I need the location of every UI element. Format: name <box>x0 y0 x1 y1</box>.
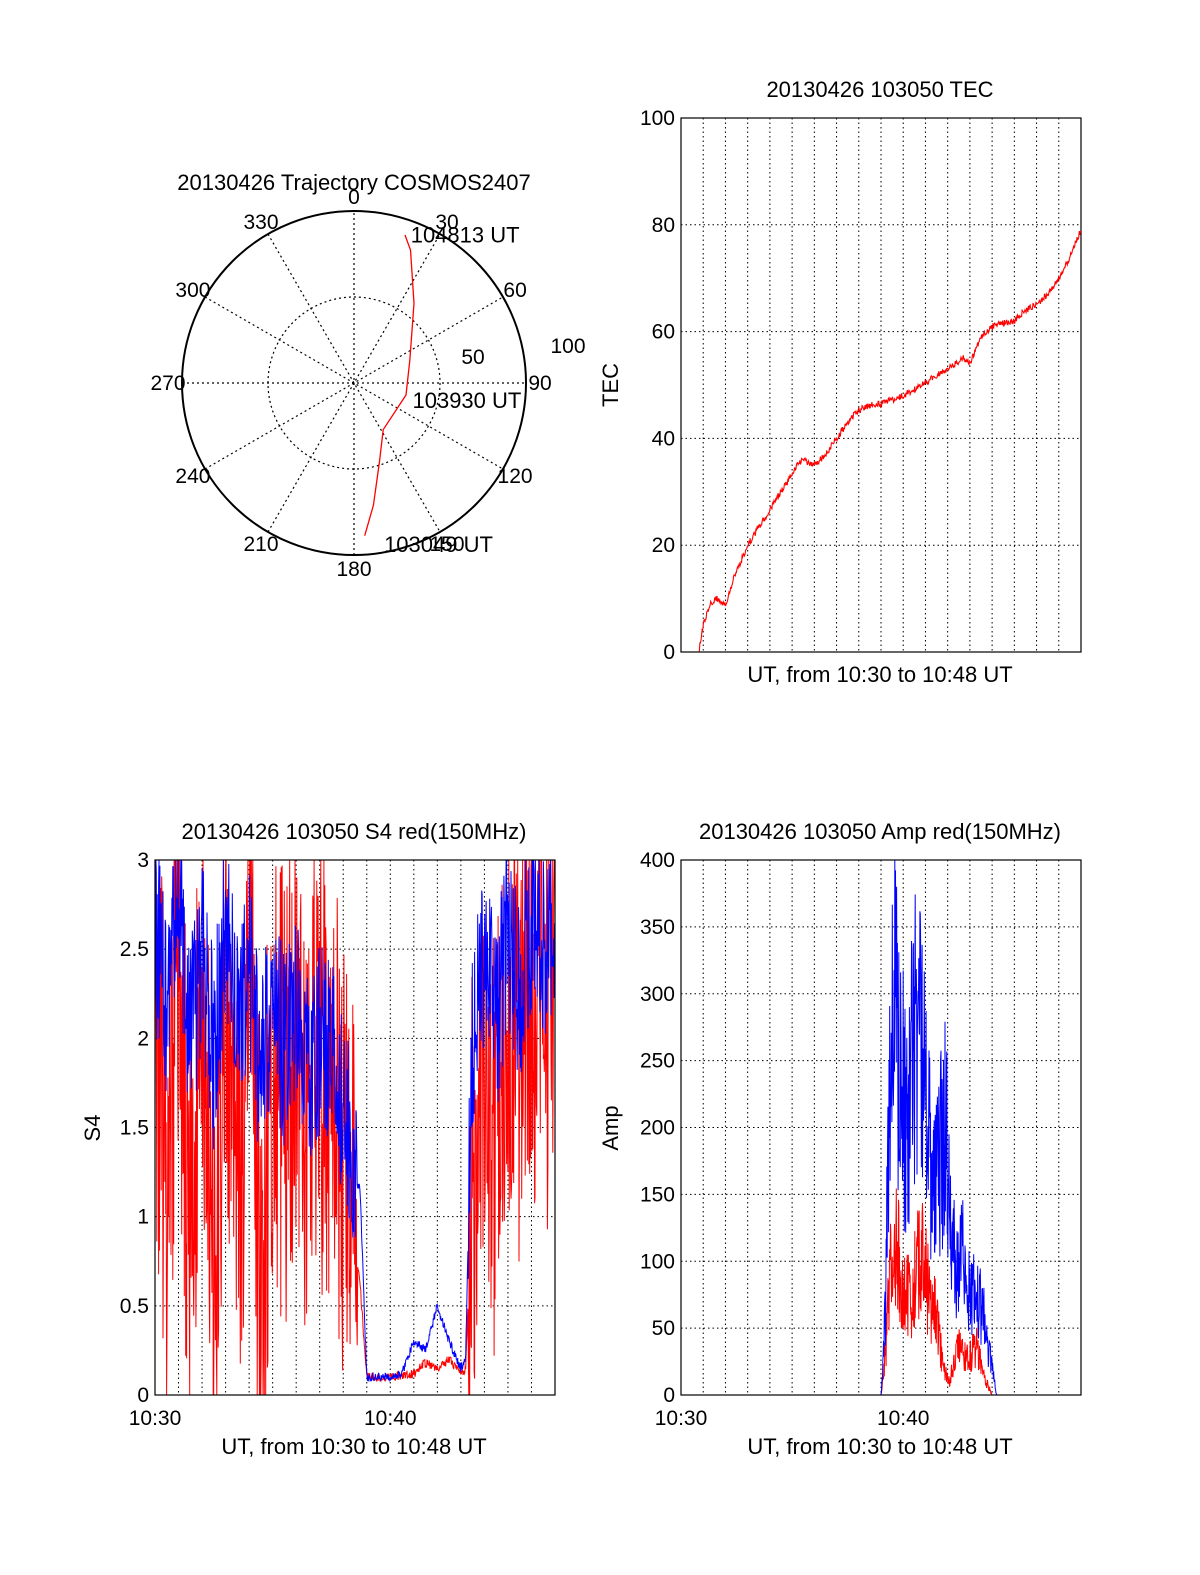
ytick-label: 150 <box>640 1183 675 1206</box>
ytick-label: 2.5 <box>120 938 149 961</box>
ytick-label: 0 <box>663 1384 675 1407</box>
amp-axes-box <box>680 859 1082 1396</box>
trajectory-annotations: 104813 UT 103930 UT 103049 UT <box>384 223 521 558</box>
tec-xlabel: UT, from 10:30 to 10:48 UT <box>747 662 1012 687</box>
amp-plot: 20130426 103050 Amp red(150MHz) 0 50 100 15… <box>598 819 1082 1459</box>
azimuth-labels: 0 30 60 90 120 150 180 210 240 270 300 330 <box>150 186 551 581</box>
s4-axes-box <box>154 859 556 1396</box>
radial-gridlines <box>182 211 526 555</box>
s4-plot: 20130426 103050 S4 red(150MHz) 0 0.5 1 1.5 2… <box>80 819 556 1459</box>
tec-ylabel: TEC <box>598 363 623 407</box>
ytick-label: 2 <box>137 1027 149 1050</box>
ytick-label: 3 <box>137 849 149 872</box>
ytick-label: 400 <box>640 849 675 872</box>
time-annotation: 103930 UT <box>412 388 521 413</box>
azimuth-label-240: 240 <box>175 465 210 488</box>
ytick-label: 100 <box>640 107 675 130</box>
s4-series <box>154 859 556 1396</box>
tec-series <box>698 230 1082 652</box>
xtick-label: 10:30 <box>129 1407 182 1430</box>
tec-title: 20130426 103050 TEC <box>766 77 993 102</box>
time-annotation: 103049 UT <box>384 532 493 557</box>
spoke-150 <box>267 233 441 533</box>
tec-plot: 20130426 103050 TEC 0 20 40 60 80 100 UT, fro… <box>598 77 1082 687</box>
azimuth-label-210: 210 <box>243 533 278 556</box>
ytick-label: 50 <box>652 1317 675 1340</box>
amp-title: 20130426 103050 Amp red(150MHz) <box>699 819 1061 844</box>
xtick-label: 10:40 <box>877 1407 930 1430</box>
ytick-label: 20 <box>652 534 675 557</box>
azimuth-label-90: 90 <box>528 372 551 395</box>
azimuth-label-120: 120 <box>498 465 533 488</box>
azimuth-label-0: 0 <box>348 186 360 209</box>
s4-title: 20130426 103050 S4 red(150MHz) <box>182 819 527 844</box>
ytick-label: 350 <box>640 916 675 939</box>
ytick-label: 0.5 <box>120 1295 149 1318</box>
ytick-label: 40 <box>652 427 675 450</box>
ytick-label: 200 <box>640 1117 675 1140</box>
s4-tick-labels: 0 0.5 1 1.5 2 2.5 3 10:30 10:40 <box>120 849 417 1430</box>
amp-tick-labels: 0 50 100 150 200 250 300 350 400 10:30 10:40 <box>640 849 930 1430</box>
trajectory-polar-plot: 20130426 Trajectory COSMOS2407 0 30 60 90 12… <box>150 170 585 581</box>
ytick-label: 60 <box>652 321 675 344</box>
azimuth-label-330: 330 <box>243 211 278 234</box>
ytick-label: 100 <box>640 1250 675 1273</box>
s4-ylabel: S4 <box>80 1115 105 1142</box>
tec-grid <box>681 118 1081 652</box>
ytick-label: 300 <box>640 983 675 1006</box>
ytick-label: 0 <box>663 641 675 664</box>
s4-xlabel: UT, from 10:30 to 10:48 UT <box>221 1434 486 1459</box>
ytick-label: 1.5 <box>120 1117 149 1140</box>
azimuth-label-30: 30 <box>435 211 458 234</box>
trajectory-line <box>364 234 415 536</box>
azimuth-label-60: 60 <box>503 279 526 302</box>
xtick-label: 10:30 <box>655 1407 708 1430</box>
amp-grid <box>681 860 1081 1395</box>
inner-circle <box>267 296 441 470</box>
ytick-label: 250 <box>640 1050 675 1073</box>
tec-line-0 <box>698 230 1082 652</box>
azimuth-label-300: 300 <box>175 279 210 302</box>
amp-xlabel: UT, from 10:30 to 10:48 UT <box>747 1434 1012 1459</box>
amp-ylabel: Amp <box>598 1105 623 1150</box>
azimuth-label-270: 270 <box>150 372 185 395</box>
trajectory-series <box>364 234 415 536</box>
tec-tick-labels: 0 20 40 60 80 100 <box>640 107 675 664</box>
radius-label-50: 50 <box>461 346 484 369</box>
ytick-label: 80 <box>652 214 675 237</box>
radius-label-100: 100 <box>550 335 585 358</box>
ytick-label: 0 <box>137 1384 149 1407</box>
s4-line-1 <box>154 859 556 1383</box>
time-annotation: 104813 UT <box>411 223 520 248</box>
ytick-label: 1 <box>137 1206 149 1229</box>
tec-axes-box <box>680 117 1082 653</box>
azimuth-label-180: 180 <box>336 558 371 581</box>
xtick-label: 10:40 <box>364 1407 417 1430</box>
azimuth-label-150: 150 <box>429 533 464 556</box>
trajectory-title: 20130426 Trajectory COSMOS2407 <box>177 170 530 195</box>
